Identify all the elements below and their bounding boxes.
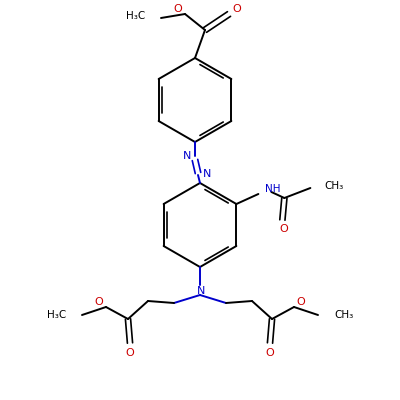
- Text: O: O: [95, 297, 103, 307]
- Text: N: N: [203, 169, 211, 179]
- Text: O: O: [174, 4, 182, 14]
- Text: O: O: [297, 297, 305, 307]
- Text: N: N: [183, 151, 191, 161]
- Text: O: O: [266, 348, 274, 358]
- Text: H₃C: H₃C: [126, 11, 145, 21]
- Text: CH₃: CH₃: [334, 310, 353, 320]
- Text: O: O: [126, 348, 134, 358]
- Text: O: O: [279, 224, 288, 234]
- Text: CH₃: CH₃: [324, 181, 344, 191]
- Text: H₃C: H₃C: [47, 310, 66, 320]
- Text: O: O: [233, 4, 241, 14]
- Text: N: N: [197, 286, 205, 296]
- Text: NH: NH: [265, 184, 281, 194]
